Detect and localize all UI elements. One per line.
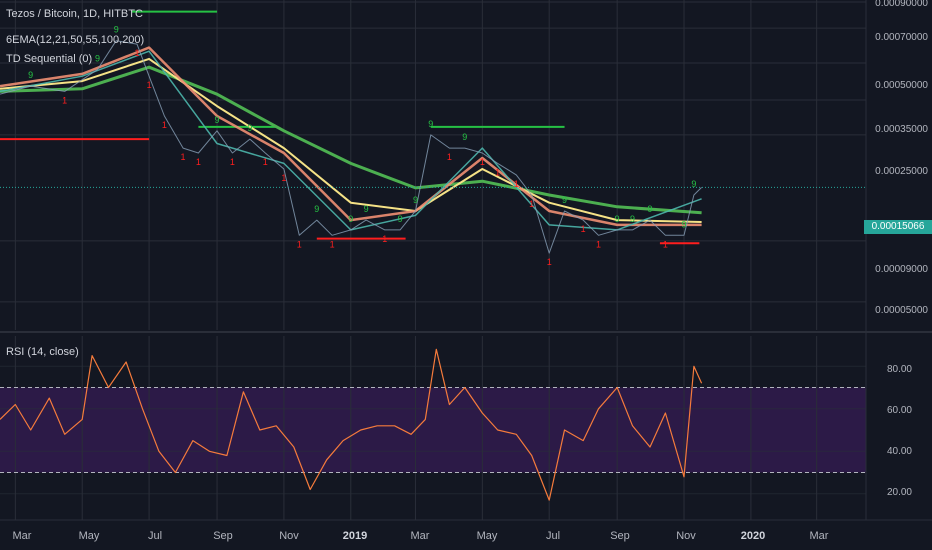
td-marker: 1	[447, 152, 452, 162]
td-marker: 1	[547, 257, 552, 267]
td-marker: 1	[135, 48, 140, 58]
td-marker: 9	[364, 204, 369, 214]
td-marker: 1	[281, 173, 286, 183]
td-marker: 9	[413, 195, 418, 205]
rsi-tick-label: 80.00	[886, 364, 912, 375]
rsi-tick-label: 40.00	[886, 446, 912, 457]
rsi-pane	[0, 336, 866, 520]
td-marker: 9	[314, 204, 319, 214]
price-tick-label: 0.00090000	[875, 0, 928, 9]
td-marker: 9	[562, 195, 567, 205]
time-tick-label: Nov	[676, 530, 696, 542]
price-tick-label: 0.00025000	[875, 166, 928, 177]
td-marker: 9	[648, 204, 653, 214]
td-marker: 1	[480, 157, 485, 167]
td-marker: 9	[428, 119, 433, 129]
time-tick-label: Sep	[213, 530, 233, 542]
rsi-tick-label: 60.00	[886, 405, 912, 416]
time-tick-label: 2019	[342, 530, 368, 542]
td-marker: 9	[348, 214, 353, 224]
td-marker: 1	[181, 152, 186, 162]
td-marker: 9	[691, 179, 696, 189]
td-marker: 1	[663, 239, 668, 249]
time-tick-label: Nov	[279, 530, 299, 542]
symbol-legend[interactable]: Tezos / Bitcoin, 1D, HITBTC	[6, 8, 143, 20]
td-marker: 9	[114, 25, 119, 35]
rsi-legend[interactable]: RSI (14, close)	[6, 346, 79, 358]
time-tick-label: Mar	[809, 530, 829, 542]
rsi-band	[0, 387, 866, 473]
td-marker: 1	[514, 179, 519, 189]
td-marker: 1	[162, 120, 167, 130]
ema-legend[interactable]: 6EMA(12,21,50,55,100,200)	[6, 34, 145, 46]
td-marker: 1	[62, 95, 67, 105]
td-marker: 9	[398, 214, 403, 224]
td-marker: 9	[615, 214, 620, 224]
td-levels	[0, 10, 700, 245]
td-marker: 1	[529, 199, 534, 209]
td-marker: 1	[596, 239, 601, 249]
series-line-ema-100	[0, 57, 702, 223]
rsi-tick-label: 20.00	[886, 487, 912, 498]
time-tick-label: May	[78, 530, 100, 542]
price-tick-label: 0.00070000	[875, 32, 928, 43]
series-line-ema-200	[0, 65, 702, 215]
price-tick-label: 0.00005000	[875, 305, 928, 316]
td-marker: 1	[230, 157, 235, 167]
time-tick-label: Sep	[610, 530, 630, 542]
td-marker: 9	[682, 219, 687, 229]
td-legend[interactable]: TD Sequential (0)	[6, 53, 93, 65]
rsi-gridlines	[0, 336, 866, 520]
time-tick-label: Jul	[545, 530, 561, 542]
price-tick-label: 0.00050000	[875, 80, 928, 91]
td-marker: 1	[147, 80, 152, 90]
td-marker: 1	[581, 224, 586, 234]
time-tick-label: May	[476, 530, 498, 542]
rsi-line	[0, 348, 703, 501]
series-line-close	[0, 40, 702, 254]
td-marker: 9	[462, 132, 467, 142]
time-tick-label: Jul	[147, 530, 163, 542]
current-price-badge: 0.00015066	[864, 220, 932, 234]
td-marker: 1	[196, 157, 201, 167]
td-marker: 1	[495, 167, 500, 177]
td-marker: 9	[630, 214, 635, 224]
rsi-series	[0, 348, 703, 501]
td-marker: 9	[215, 115, 220, 125]
price-tick-label: 0.00035000	[875, 124, 928, 135]
price-tick-label: 0.00009000	[875, 264, 928, 275]
td-marker: 1	[382, 234, 387, 244]
td-marker: 1	[263, 157, 268, 167]
td-marker: 9	[95, 53, 100, 63]
time-tick-label: Mar	[12, 530, 32, 542]
price-gridlines	[0, 0, 866, 330]
series-line-ema-50	[0, 46, 702, 227]
td-marker: 9	[247, 123, 252, 133]
td-marker: 1	[330, 239, 335, 249]
td-marker: 9	[28, 70, 33, 80]
time-tick-label: Mar	[410, 530, 430, 542]
time-tick-label: 2020	[740, 530, 766, 542]
td-marker: 1	[297, 239, 302, 249]
